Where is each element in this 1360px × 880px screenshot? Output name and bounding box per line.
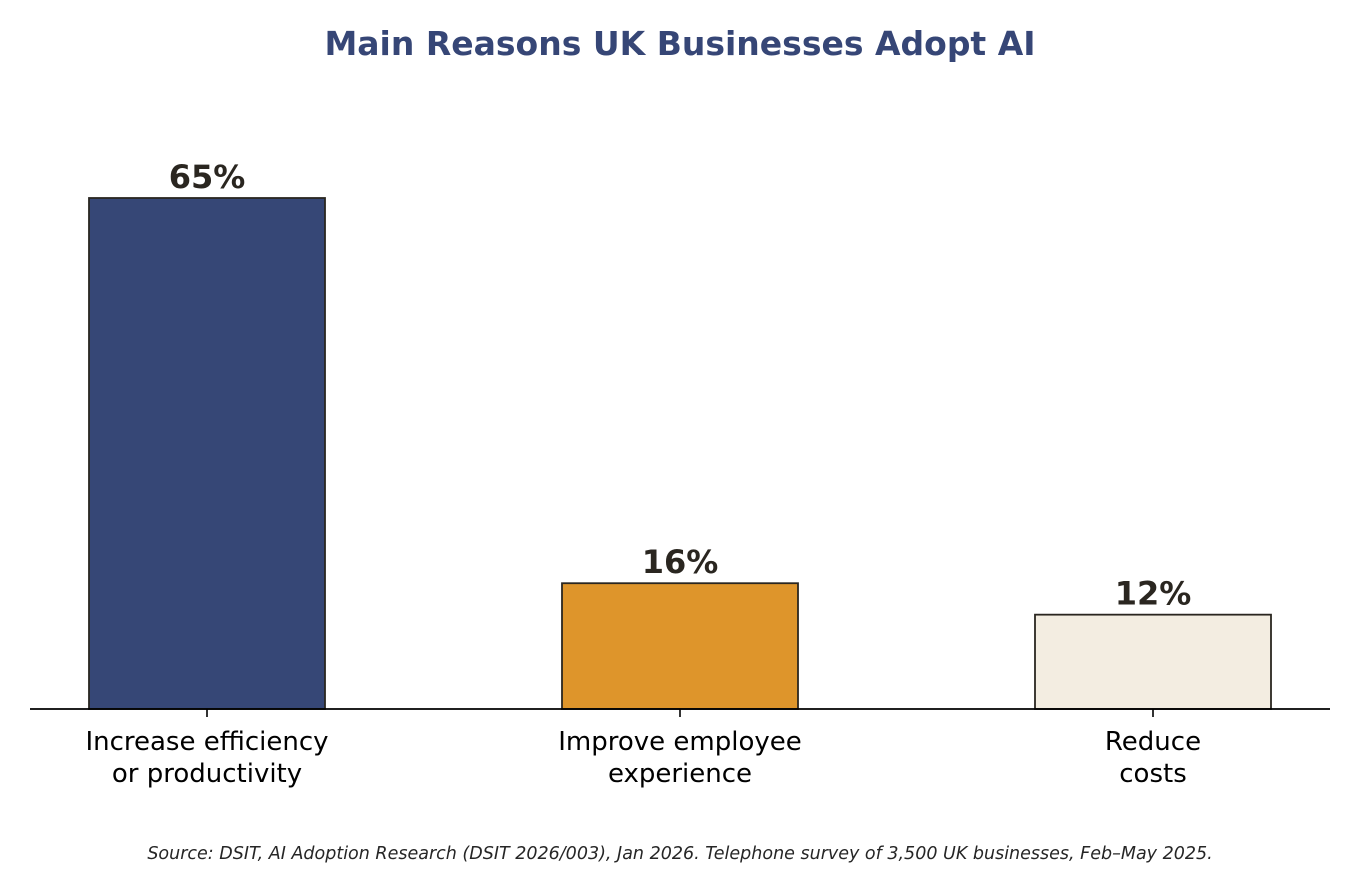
chart-title: Main Reasons UK Businesses Adopt AI [324,24,1036,63]
value-label-2: 12% [1115,575,1192,613]
bar-1 [561,582,799,710]
x-tick-label-2: Reduce costs [1105,727,1201,789]
bar-0 [88,197,326,710]
value-label-1: 16% [642,543,719,581]
source-note: Source: DSIT, AI Adoption Research (DSIT… [147,844,1213,864]
value-label-0: 65% [169,158,246,196]
x-tick-label-0: Increase efficiency or productivity [85,727,328,789]
x-tick-label-1: Improve employee experience [558,727,802,789]
bar-2 [1034,613,1272,710]
